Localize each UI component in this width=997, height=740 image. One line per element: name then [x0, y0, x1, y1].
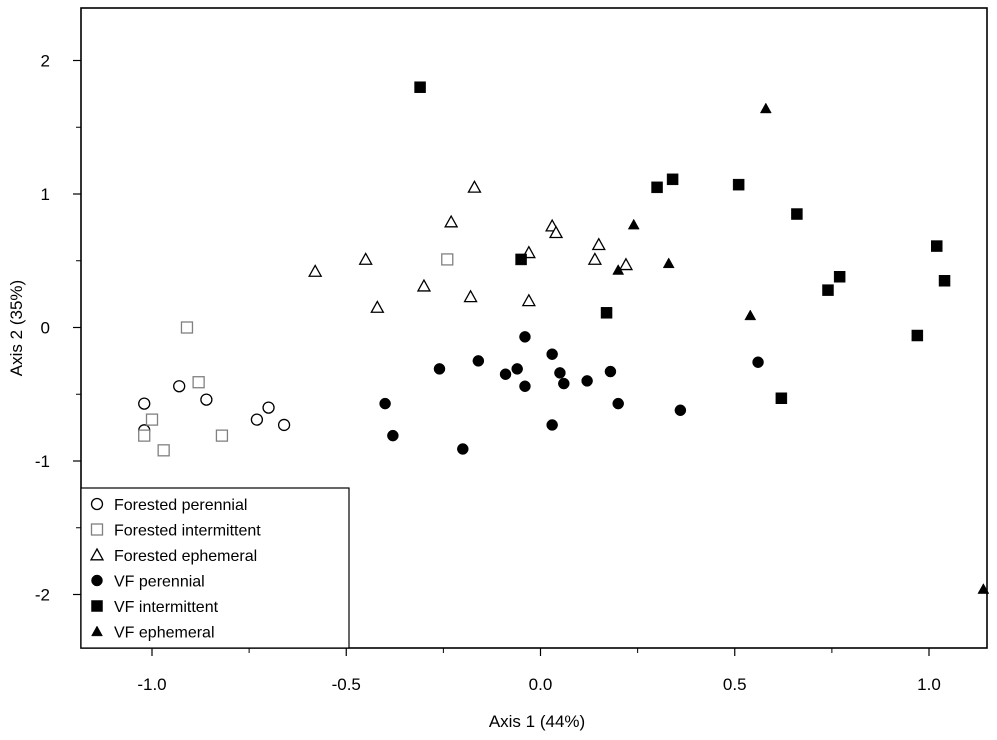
forested-perennial-point — [277, 418, 291, 432]
vf-intermittent-point — [651, 181, 663, 194]
forested-perennial-point — [138, 397, 151, 410]
vf-perennial-point — [457, 443, 469, 455]
vf-perennial-point — [499, 368, 512, 380]
legend-forested-ephemeral-marker — [89, 547, 105, 561]
vf-perennial-point — [558, 377, 570, 390]
y-tick-label: -1 — [35, 452, 50, 471]
forested-intermittent-point — [145, 413, 159, 426]
forested-ephemeral-point — [444, 214, 459, 228]
vf-ephemeral-point — [759, 102, 772, 114]
forested-perennial-point — [200, 393, 213, 406]
vf-ephemeral-point — [662, 257, 675, 269]
x-tick-label: 1.0 — [917, 675, 941, 694]
vf-perennial-point — [433, 363, 446, 375]
vf-perennial-point — [674, 404, 687, 417]
vf-intermittent-point — [791, 208, 803, 220]
legend-vf-intermittent-label: VF intermittent — [114, 599, 219, 616]
forested-intermittent-point — [157, 444, 170, 457]
vf-perennial-point — [581, 375, 593, 387]
vf-perennial-point — [546, 419, 558, 431]
vf-perennial-point — [511, 363, 523, 375]
vf-perennial-point — [604, 365, 617, 378]
legend-vf-perennial-label: VF perennial — [114, 574, 205, 591]
x-axis-label: Axis 1 (44%) — [489, 712, 585, 731]
vf-intermittent-point — [732, 178, 745, 191]
y-axis: 2 1 0 -1 -2 — [35, 52, 81, 605]
vf-perennial-point — [387, 429, 399, 442]
vf-ephemeral-point — [612, 264, 625, 275]
legend-forested-perennial-label: Forested perennial — [114, 497, 247, 514]
forested-ephemeral-point — [587, 252, 602, 265]
x-tick-label: 0.0 — [529, 675, 553, 694]
vf-perennial-point — [379, 397, 391, 410]
forested-ephemeral-point — [308, 264, 323, 277]
x-axis: -2.0-1.5-1.0-0.50.00.51.01.52.0 — [137, 648, 941, 694]
vf-perennial-point — [554, 367, 566, 379]
vf-perennial-point — [519, 331, 531, 343]
legend-vf-perennial-marker — [91, 574, 103, 587]
vf-intermittent-point — [938, 275, 951, 287]
vf-intermittent-point — [515, 253, 527, 266]
vf-intermittent-point — [600, 307, 613, 319]
forested-perennial-point — [173, 380, 186, 393]
vf-perennial-point — [752, 356, 764, 368]
vf-perennial-point — [472, 355, 485, 367]
vf-intermittent-point — [911, 329, 924, 342]
vf-ephemeral-point — [977, 583, 990, 594]
legend-vf-intermittent-marker — [91, 600, 103, 612]
vf-ephemeral-point — [744, 309, 757, 321]
forested-intermittent-point — [215, 429, 229, 442]
forested-ephemeral-point — [416, 278, 432, 292]
vf-ephemeral-point — [627, 218, 640, 230]
y-tick-label: 0 — [41, 319, 50, 338]
vf-intermittent-point — [822, 284, 834, 296]
forested-ephemeral-point — [618, 257, 634, 271]
y-tick-label: 1 — [41, 185, 50, 204]
forested-intermittent-point — [138, 429, 151, 442]
vf-intermittent-point — [931, 240, 943, 252]
forested-intermittent-point — [192, 376, 205, 389]
vf-intermittent-point — [414, 81, 426, 93]
y-tick-label: -2 — [35, 586, 50, 605]
forested-ephemeral-point — [358, 252, 373, 265]
legend: Forested perennial Forested intermittent F… — [80, 487, 350, 649]
vf-perennial-point — [519, 380, 531, 392]
vf-intermittent-point — [833, 271, 846, 283]
legend-forested-perennial-marker — [90, 497, 104, 511]
forested-intermittent-point — [441, 253, 454, 266]
forested-ephemeral-point — [370, 300, 385, 313]
vf-intermittent-point — [775, 392, 788, 405]
forested-ephemeral-point — [591, 237, 606, 251]
forested-perennial-point — [262, 401, 275, 414]
legend-vf-ephemeral-label: VF ephemeral — [114, 625, 215, 642]
y-axis-label: Axis 2 (35%) — [7, 280, 26, 376]
vf-intermittent-point — [666, 173, 679, 186]
forested-ephemeral-point — [521, 293, 536, 307]
y-tick-label: 2 — [41, 52, 50, 71]
legend-forested-ephemeral-label: Forested ephemeral — [114, 548, 257, 565]
x-tick-label: -1.0 — [137, 675, 166, 694]
forested-ephemeral-point — [467, 179, 482, 193]
forested-perennial-point — [250, 413, 264, 426]
legend-box — [80, 487, 350, 649]
vf-perennial-point — [546, 348, 558, 360]
forested-ephemeral-point — [548, 225, 564, 239]
legend-vf-ephemeral-marker — [91, 625, 103, 637]
forested-intermittent-point — [180, 321, 194, 334]
legend-forested-intermittent-label: Forested intermittent — [114, 523, 261, 540]
x-tick-label: -0.5 — [332, 675, 361, 694]
legend-forested-intermittent-marker — [90, 523, 104, 536]
vf-perennial-point — [612, 397, 624, 410]
forested-ephemeral-point — [463, 289, 478, 303]
x-tick-label: 0.5 — [723, 675, 747, 694]
